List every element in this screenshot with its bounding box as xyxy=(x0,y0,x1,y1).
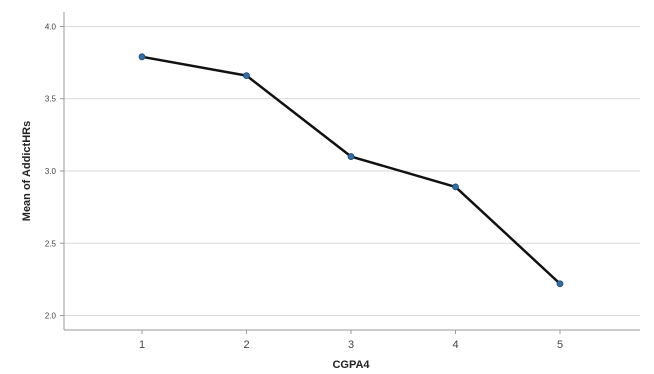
series-layer xyxy=(138,53,564,288)
y-tick-label: 2.5 xyxy=(45,239,57,248)
axes xyxy=(60,12,640,334)
data-point xyxy=(243,72,250,79)
y-tick-label: 3.5 xyxy=(45,95,57,104)
y-tick-label: 4.0 xyxy=(45,22,57,31)
x-tick-label: 5 xyxy=(557,339,563,351)
data-point xyxy=(556,280,564,288)
gridlines xyxy=(64,25,640,317)
data-point xyxy=(452,183,459,191)
x-tick-label: 4 xyxy=(452,339,458,351)
data-point xyxy=(138,53,146,61)
series-line xyxy=(140,55,562,285)
y-axis-title: Mean of AddictHRs xyxy=(21,121,33,221)
x-tick-label: 2 xyxy=(243,339,249,351)
y-tick-label: 2.0 xyxy=(45,312,57,321)
tick-labels: 4.0 3.5 3.0 2.5 2.0 1 2 3 4 5 xyxy=(45,22,563,351)
x-axis-title: CGPA4 xyxy=(332,359,370,371)
x-tick-label: 1 xyxy=(139,339,145,351)
y-tick-label: 3.0 xyxy=(45,167,57,176)
x-tick-label: 3 xyxy=(348,339,354,351)
data-point xyxy=(347,153,355,160)
